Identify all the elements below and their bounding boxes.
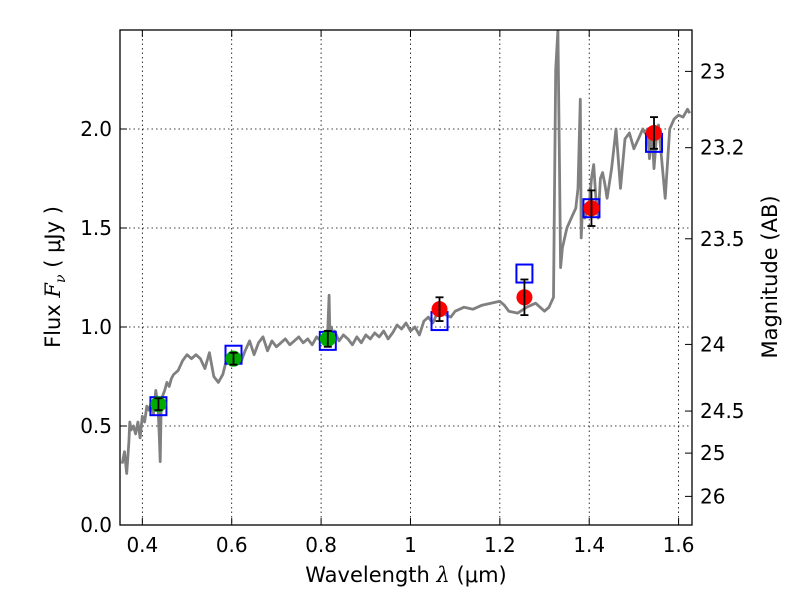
x-tick-label: 0.4 <box>126 533 158 557</box>
x-tick-label: 0.6 <box>216 533 248 557</box>
x-tick-label: 1 <box>404 533 417 557</box>
x-tick-label: 0.8 <box>305 533 337 557</box>
magnitude-tick-label: 23 <box>700 59 725 83</box>
y-axis-label: Flux Fν ( μJy ) <box>41 206 69 348</box>
x-tick-label: 1.6 <box>663 533 695 557</box>
y-tick-label: 0.5 <box>80 414 112 438</box>
magnitude-tick-label: 23.2 <box>700 136 745 160</box>
grid-lines <box>120 30 692 525</box>
y-tick-label: 0.0 <box>80 513 112 537</box>
plot-area <box>120 30 692 525</box>
spectrum-line <box>120 30 692 475</box>
x-tick-label: 1.4 <box>573 533 605 557</box>
y-tick-label: 1.0 <box>80 315 112 339</box>
points-layer <box>149 116 664 417</box>
magnitude-tick-label: 24 <box>700 332 725 356</box>
y-tick-label: 1.5 <box>80 216 112 240</box>
plot-frame <box>119 29 693 526</box>
y2-axis-label: Magnitude (AB) <box>758 195 782 358</box>
magnitude-tick-label: 23.5 <box>700 227 745 251</box>
y-tick-label: 2.0 <box>80 117 112 141</box>
x-axis-label: Wavelength λ (μm) <box>305 563 506 587</box>
magnitude-tick-label: 25 <box>700 441 725 465</box>
x-tick-label: 1.2 <box>484 533 516 557</box>
magnitude-axis-ticks: 23 23.2 23.5 24 24.5 25 26 <box>685 59 745 508</box>
spectrum-layer <box>120 30 692 475</box>
y-axis-ticks: 0.0 0.5 1.0 1.5 2.0 <box>80 117 127 537</box>
magnitude-tick-label: 24.5 <box>700 399 745 423</box>
x-axis-ticks: 0.4 0.6 0.8 1 1.2 1.4 1.6 <box>126 30 695 557</box>
magnitude-tick-label: 26 <box>700 484 725 508</box>
